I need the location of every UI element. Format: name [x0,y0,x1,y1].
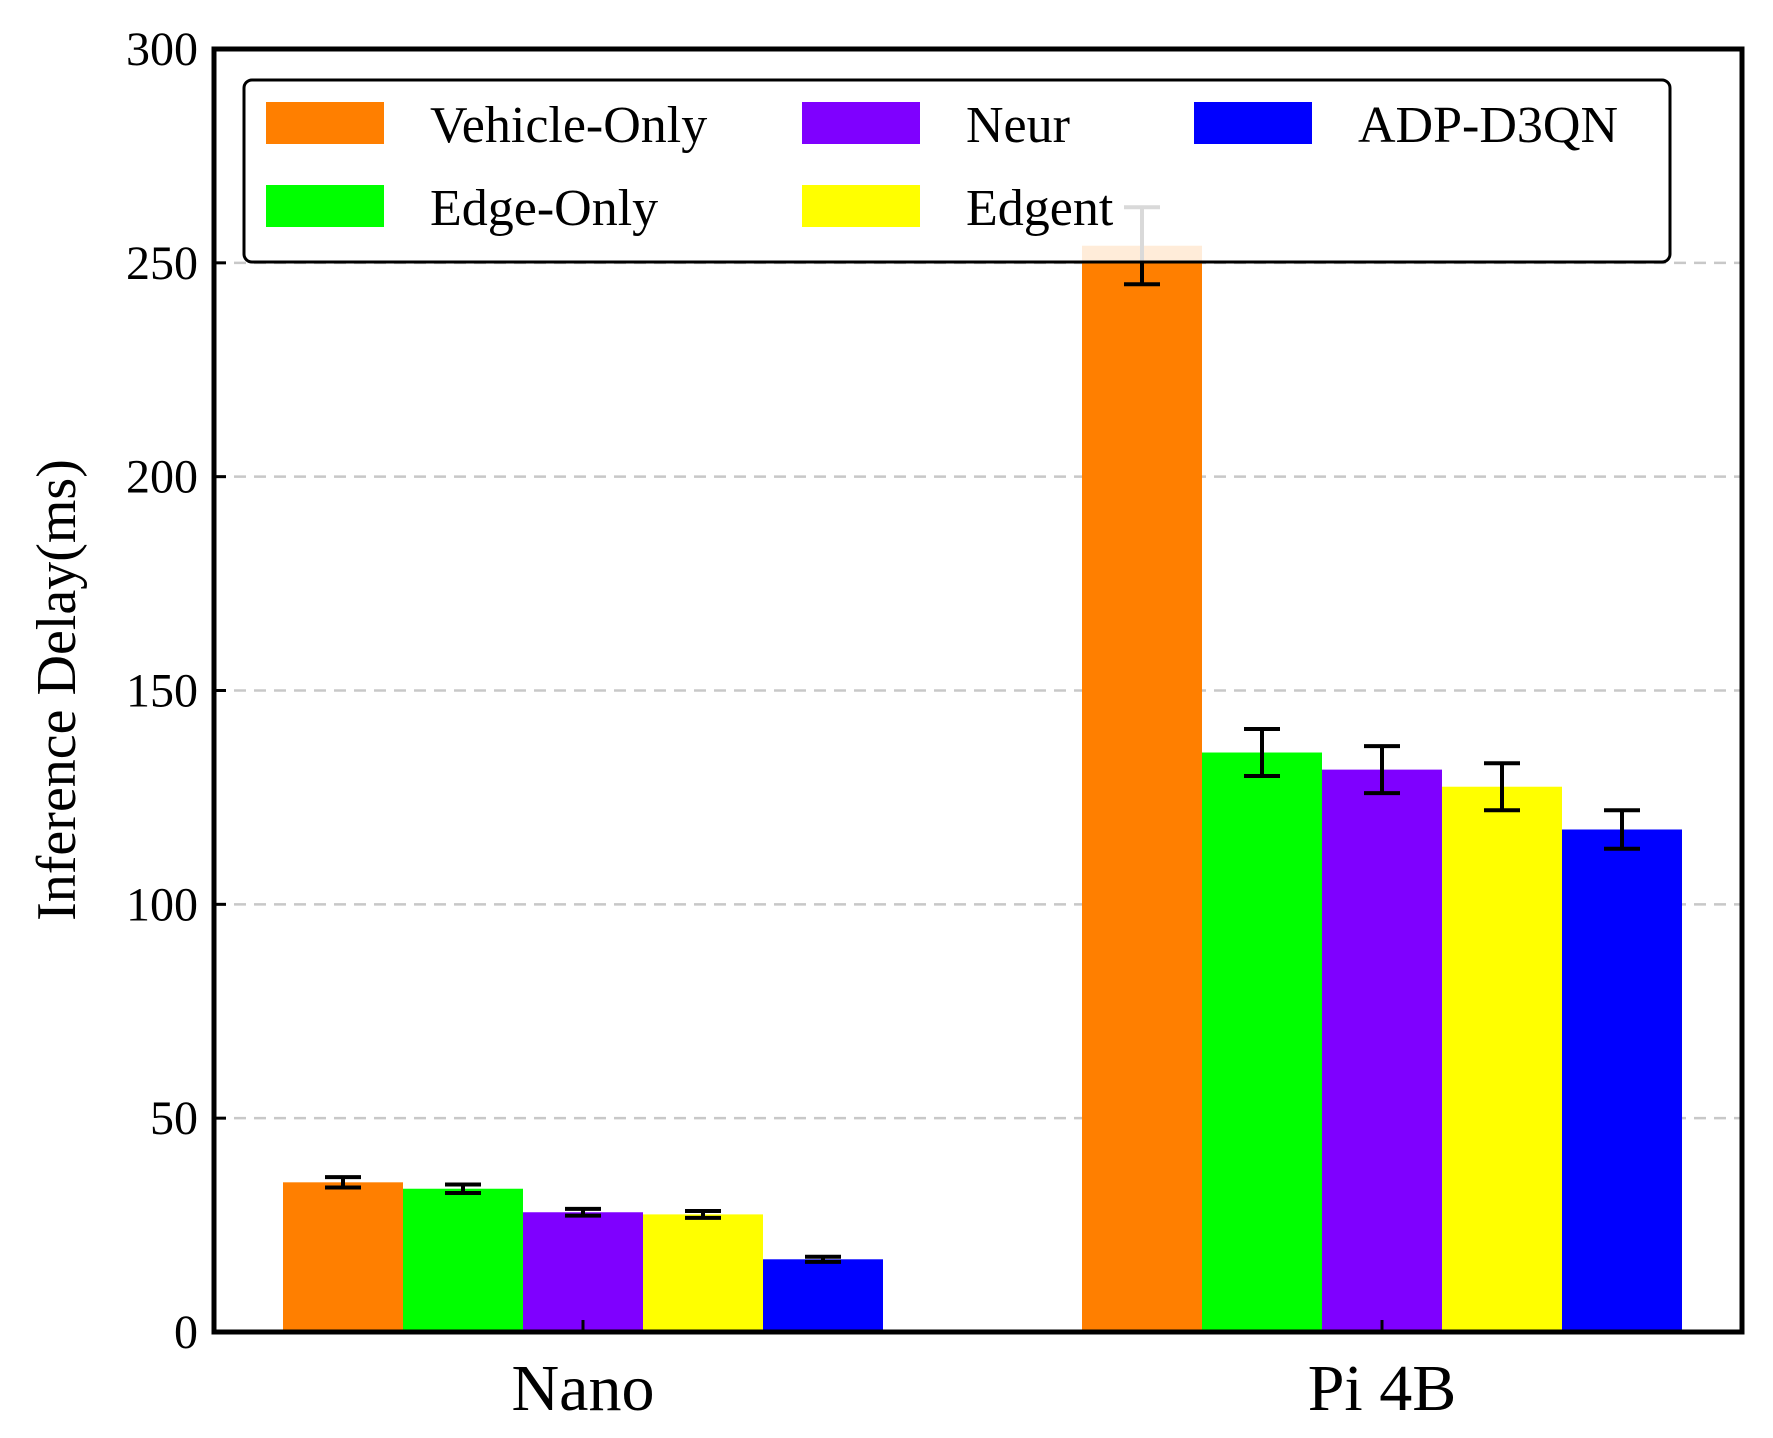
legend-item-edgent: Edgent [802,180,1114,237]
legend-swatch [802,185,920,227]
bar-vehicle-only-pi-4b [1082,245,1202,1332]
legend-item-vehicle-only: Vehicle-Only [266,97,707,154]
y-tick-label: 150 [126,665,198,718]
y-tick-label: 100 [126,878,198,931]
y-axis-ticks: 0 50 100 150 200 250 300 [126,23,226,1359]
bar-edge-only-pi-4b [1202,752,1322,1332]
bar-neur-pi-4b [1322,769,1442,1332]
legend-label: Edgent [966,180,1114,237]
legend-label: Vehicle-Only [430,97,707,154]
error-bar [1604,808,1640,851]
y-axis-title: Inference Delay(ms) [26,459,88,921]
legend-item-neur: Neur [802,97,1070,154]
error-bar [1484,761,1520,813]
legend-swatch [802,102,920,144]
legend: Vehicle-Only Edge-Only Neur Edgent ADP-D3QN [242,78,1672,264]
y-tick-label: 300 [126,23,198,76]
error-bar [805,1254,841,1264]
legend-item-adp-d3qn: ADP-D3QN [1194,97,1618,154]
bar-vehicle-only-nano [283,1182,403,1332]
x-category-label: Pi 4B [1308,1352,1457,1425]
legend-item-edge-only: Edge-Only [266,180,658,237]
bar-adp-d3qn-nano [763,1259,883,1332]
legend-swatch [1194,102,1312,144]
error-bar [1244,726,1280,779]
bar-edge-only-nano [403,1188,523,1332]
error-bar [325,1175,361,1190]
error-bar [565,1206,601,1218]
legend-swatch [266,185,384,227]
error-bar [445,1182,481,1196]
bar-adp-d3qn-pi-4b [1562,829,1682,1332]
legend-box [242,78,1672,264]
legend-label: Neur [966,97,1070,154]
error-bars [325,205,1640,1264]
y-tick-label: 0 [174,1306,198,1359]
legend-label: Edge-Only [430,180,658,237]
x-category-label: Nano [512,1352,655,1425]
x-axis-categories: Nano Pi 4B [512,1320,1457,1425]
bars [283,245,1682,1332]
bar-edgent-nano [643,1214,763,1332]
y-tick-label: 50 [150,1092,198,1145]
y-tick-label: 250 [126,237,198,290]
error-bar [685,1208,721,1220]
y-tick-label: 200 [126,451,198,504]
bar-edgent-pi-4b [1442,786,1562,1332]
legend-label: ADP-D3QN [1358,97,1618,154]
legend-swatch [266,102,384,144]
error-bar [1364,744,1400,796]
bar-neur-nano [523,1212,643,1332]
